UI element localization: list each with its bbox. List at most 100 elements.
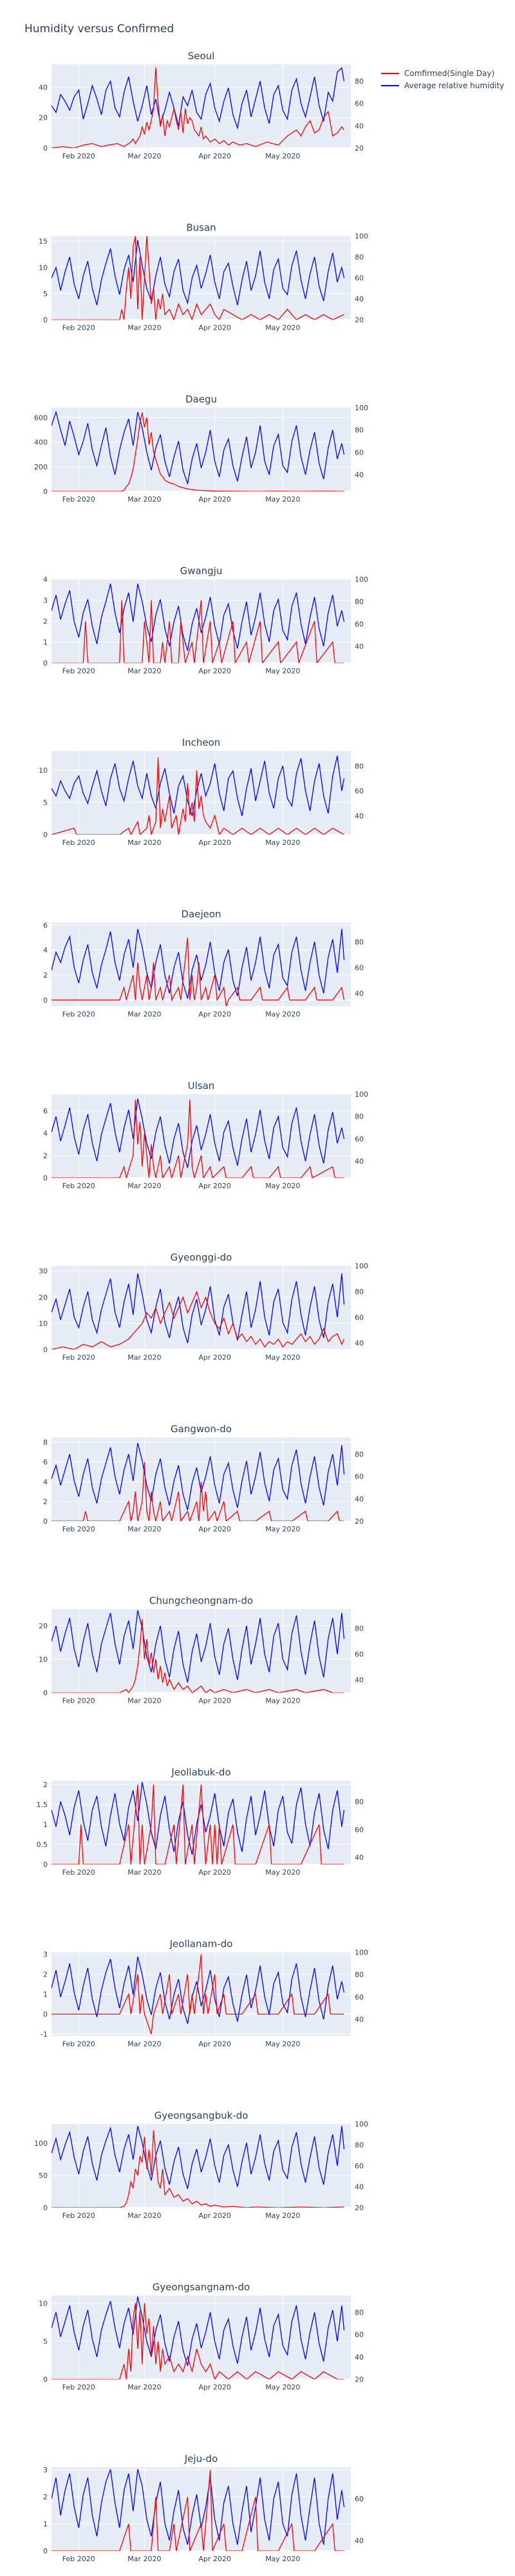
confirmed-line[interactable]: [52, 1619, 344, 1693]
y-right-tick-label: 60: [355, 100, 364, 108]
plot-area: [52, 2467, 351, 2551]
confirmed-line[interactable]: [52, 1462, 344, 1521]
x-tick-label: Feb 2020: [62, 1697, 95, 1705]
legend-humidity-label[interactable]: Average relative humidity: [404, 81, 504, 90]
x-tick-label: Feb 2020: [62, 1010, 95, 1019]
y-left-tick-label: 400: [34, 439, 48, 447]
x-tick-label: Apr 2020: [198, 324, 231, 332]
confirmed-line[interactable]: [52, 600, 344, 663]
panel-title: Jeju-do: [184, 2453, 218, 2465]
panel-seoul: Seoul Feb 2020 Mar 2020 Apr 2020 May 2020 0 20…: [39, 50, 364, 160]
y-right-tick-label: 80: [355, 1971, 364, 1979]
x-tick-label: Apr 2020: [198, 2040, 231, 2049]
x-tick-label: Apr 2020: [198, 667, 231, 676]
y-left-tick-label: 2: [43, 1151, 48, 1160]
legend: Comfirmed(Single Day) Average relative h…: [381, 69, 504, 90]
y-right-tick-label: 60: [355, 2331, 364, 2339]
x-tick-label: Mar 2020: [127, 324, 161, 332]
y-left-tick-label: 40: [39, 83, 48, 91]
y-right-tick-label: 100: [355, 1262, 368, 1271]
confirmed-line[interactable]: [52, 412, 344, 491]
humidity-line[interactable]: [52, 1610, 345, 1683]
x-tick-label: Apr 2020: [198, 1697, 231, 1705]
y-left-tick-label: 0.5: [37, 1841, 48, 1849]
confirmed-line[interactable]: [52, 2470, 344, 2551]
legend-confirmed-label[interactable]: Comfirmed(Single Day): [404, 69, 494, 78]
y-right-tick-label: 60: [355, 964, 364, 972]
confirmed-line[interactable]: [52, 757, 344, 835]
humidity-line[interactable]: [52, 2297, 345, 2366]
y-left-tick-label: 0: [43, 1517, 48, 1526]
y-left-tick-label: 20: [39, 1293, 48, 1302]
y-left-tick-label: 1: [43, 1821, 48, 1829]
x-tick-label: Apr 2020: [198, 1525, 231, 1533]
humidity-line[interactable]: [52, 1098, 345, 1168]
x-tick-label: Apr 2020: [198, 838, 231, 847]
y-left-tick-label: 5: [43, 799, 48, 807]
x-tick-label: Mar 2020: [127, 2211, 161, 2220]
humidity-line[interactable]: [52, 410, 345, 486]
y-right-tick-label: 20: [355, 2376, 364, 2384]
y-right-tick-label: 20: [355, 2204, 364, 2212]
x-tick-label: May 2020: [265, 2211, 300, 2220]
humidity-line[interactable]: [52, 755, 345, 817]
y-left-tick-label: 5: [43, 290, 48, 298]
y-left-tick-label: 0: [43, 144, 48, 153]
humidity-line[interactable]: [52, 1273, 345, 1343]
humidity-line[interactable]: [52, 66, 345, 130]
panel-title: Gyeongsangnam-do: [153, 2282, 250, 2293]
confirmed-line[interactable]: [52, 937, 345, 1007]
plot-area: [52, 2124, 351, 2208]
x-tick-label: Feb 2020: [62, 2555, 95, 2563]
y-right-tick-label: 20: [355, 144, 364, 153]
plot-area: [52, 1094, 351, 1178]
y-left-tick-label: 10: [39, 1656, 48, 1664]
y-left-tick-label: 4: [43, 576, 48, 584]
confirmed-line[interactable]: [52, 1954, 344, 2034]
y-right-tick-label: 80: [355, 1113, 364, 1121]
x-tick-label: May 2020: [265, 2383, 300, 2392]
x-tick-label: Feb 2020: [62, 2040, 95, 2049]
confirmed-line[interactable]: [52, 236, 344, 320]
confirmed-line[interactable]: [52, 67, 344, 148]
y-right-tick-label: 60: [355, 448, 364, 457]
confirmed-line[interactable]: [52, 1291, 344, 1350]
x-tick-label: Mar 2020: [127, 667, 161, 676]
y-right-tick-label: 80: [355, 253, 364, 261]
x-tick-label: May 2020: [265, 1010, 300, 1019]
humidity-line[interactable]: [52, 2126, 345, 2189]
humidity-line[interactable]: [52, 1443, 345, 1510]
y-right-tick-label: 40: [355, 2353, 364, 2362]
plot-area: [52, 751, 351, 835]
y-left-tick-label: 3: [43, 1951, 48, 1959]
panel-gyeongsangnam-do: Gyeongsangnam-do Feb 2020 Mar 2020 Apr 2020…: [39, 2282, 364, 2392]
y-left-tick-label: 2: [43, 618, 48, 626]
humidity-line[interactable]: [52, 240, 345, 305]
panel-busan: Busan Feb 2020 Mar 2020 Apr 2020 May 2020 0 5 1…: [39, 222, 368, 332]
y-left-tick-label: 15: [39, 238, 48, 246]
x-tick-label: Mar 2020: [127, 1525, 161, 1533]
panel-gwangju: Gwangju Feb 2020 Mar 2020 Apr 2020 May 2020 0…: [43, 565, 368, 676]
x-tick-label: Mar 2020: [127, 1868, 161, 1877]
confirmed-line[interactable]: [52, 2130, 344, 2208]
humidity-line[interactable]: [52, 1956, 345, 2024]
x-tick-label: Feb 2020: [62, 495, 95, 504]
panel-title: Daejeon: [181, 909, 221, 920]
y-right-tick-label: 60: [355, 1826, 364, 1834]
y-right-tick-label: 40: [355, 1157, 364, 1166]
y-right-tick-label: 100: [355, 1090, 368, 1099]
y-left-tick-label: 0: [43, 2376, 48, 2384]
y-right-tick-label: 20: [355, 1517, 364, 1526]
plot-area: [52, 236, 351, 320]
y-right-tick-label: 80: [355, 2141, 364, 2150]
y-right-tick-label: 80: [355, 1625, 364, 1633]
y-right-tick-label: 60: [355, 1651, 364, 1659]
y-right-tick-label: 40: [355, 122, 364, 130]
humidity-line[interactable]: [52, 2469, 345, 2545]
confirmed-line[interactable]: [52, 2303, 344, 2380]
y-right-tick-label: 20: [355, 316, 364, 325]
y-left-tick-label: 20: [39, 1622, 48, 1631]
confirmed-line[interactable]: [52, 1099, 344, 1178]
confirmed-line[interactable]: [52, 1785, 344, 1864]
